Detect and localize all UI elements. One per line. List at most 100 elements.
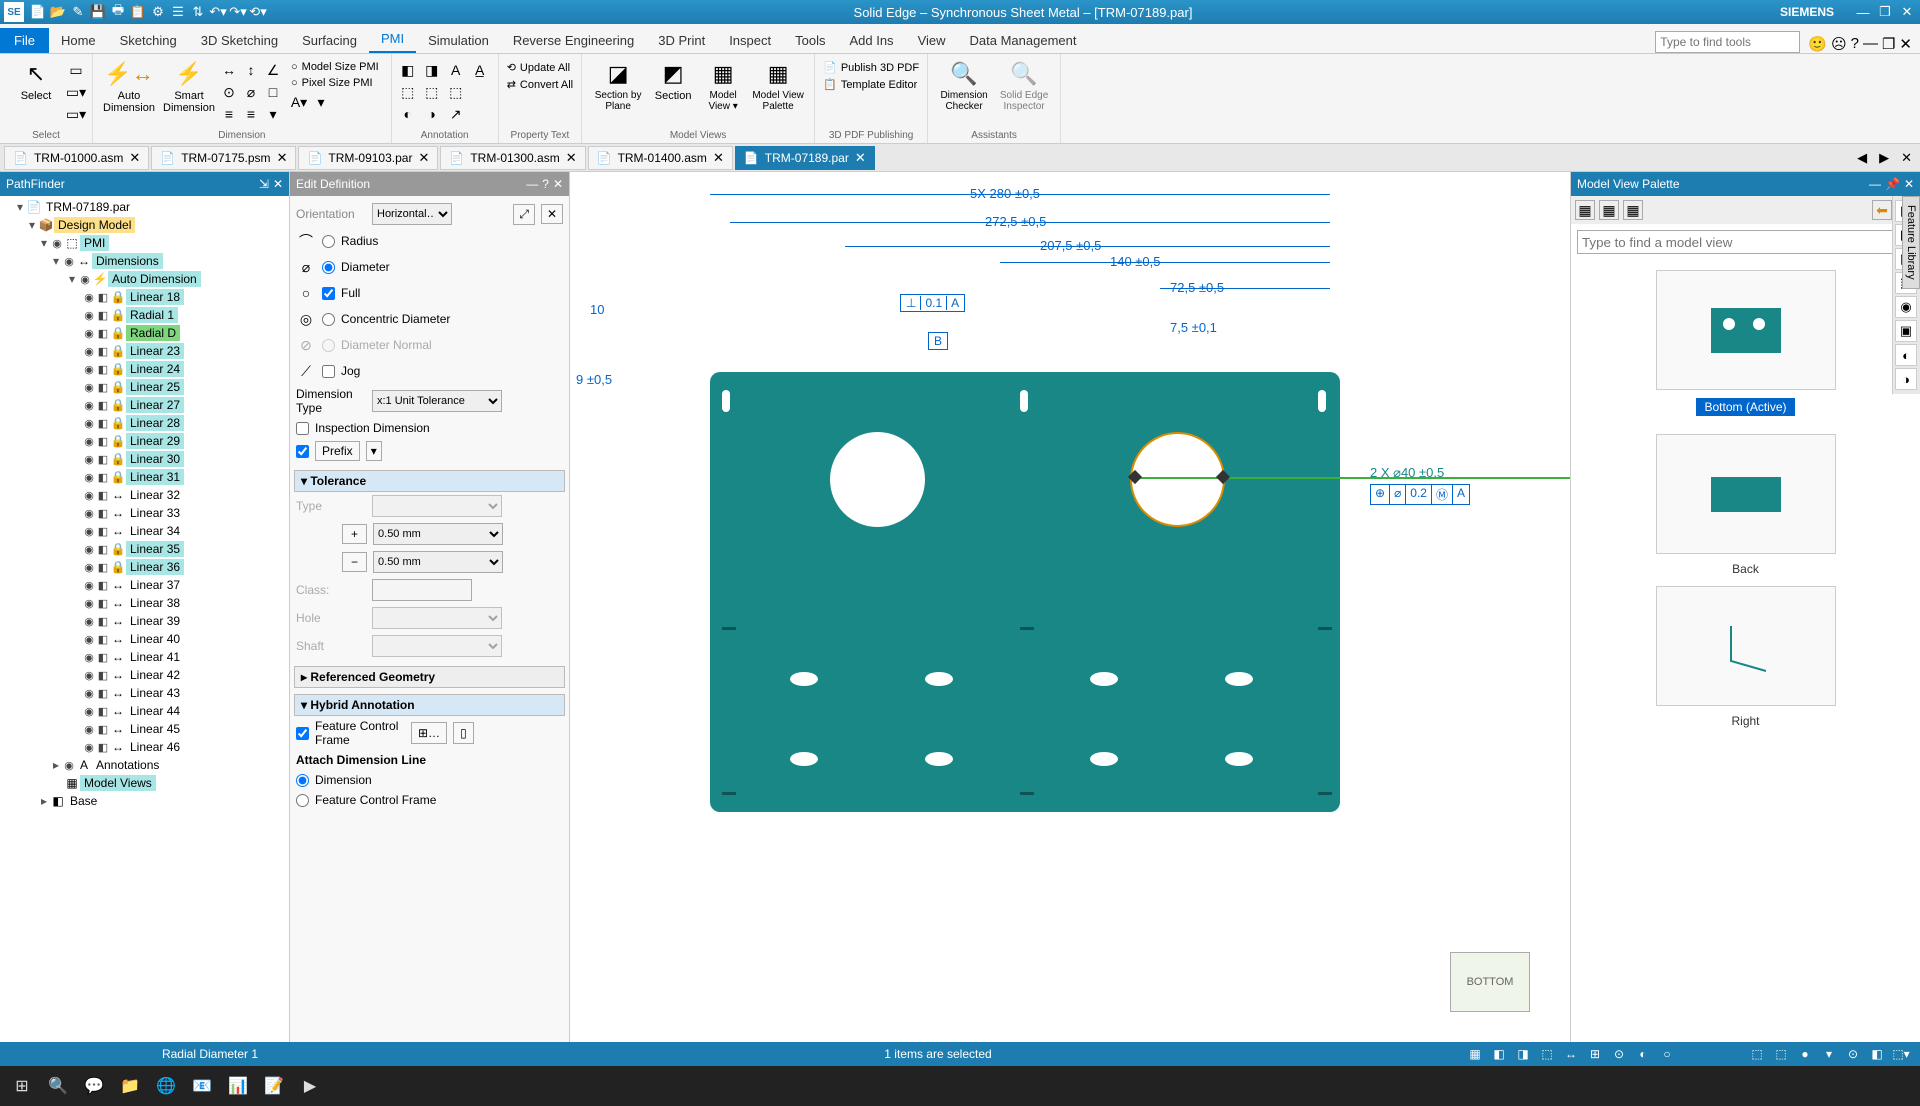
doc-tab[interactable]: 📄TRM-07175.psm✕ <box>151 146 296 170</box>
anno-icon-12[interactable] <box>470 104 490 124</box>
model-view-button[interactable]: ▦Model View ▾ <box>698 56 748 114</box>
anno-icon-10[interactable]: ◑ <box>422 104 442 124</box>
undo-icon[interactable]: ↶▾ <box>210 4 226 20</box>
anno-icon-8[interactable] <box>470 82 490 102</box>
side-icon-5[interactable]: ◉ <box>1895 296 1917 318</box>
auto-dimension-button[interactable]: ⚡↔Auto Dimension <box>99 56 159 124</box>
task-icon[interactable]: 📧 <box>186 1070 218 1102</box>
mvp-icon-2[interactable]: ▦ <box>1599 200 1619 220</box>
smart-dimension-button[interactable]: ⚡Smart Dimension <box>159 56 219 124</box>
settings-icon[interactable]: ⚙ <box>150 4 166 20</box>
tree-dimension-item[interactable]: ◉◧🔒Radial D <box>2 324 287 342</box>
tab-home[interactable]: Home <box>49 28 108 53</box>
status-icon[interactable]: ⊙ <box>1610 1045 1628 1063</box>
tab-reverse-engineering[interactable]: Reverse Engineering <box>501 28 646 53</box>
close-icon[interactable]: ✕ <box>566 150 577 166</box>
close-all-icon[interactable]: ✕ <box>1897 148 1916 168</box>
slot[interactable] <box>722 390 730 412</box>
hole-1[interactable] <box>830 432 925 527</box>
tree-dimension-item[interactable]: ◉◧↔Linear 44 <box>2 702 287 720</box>
mvp-icon-3[interactable]: ▦ <box>1623 200 1643 220</box>
jog-checkbox[interactable] <box>322 365 335 378</box>
section-button[interactable]: ◩Section <box>648 56 698 114</box>
anno-icon-7[interactable]: ⬚ <box>446 82 466 102</box>
inspection-checkbox[interactable] <box>296 422 309 435</box>
text-a-icon[interactable]: A▾ <box>289 92 309 112</box>
tree-dimension-item[interactable]: ◉◧↔Linear 38 <box>2 594 287 612</box>
tree-dimension-item[interactable]: ◉◧🔒Linear 25 <box>2 378 287 396</box>
feature-library-tab[interactable]: Feature Library <box>1902 196 1920 289</box>
dimension-checker-button[interactable]: 🔍Dimension Checker <box>934 56 994 114</box>
help-icon[interactable]: ? <box>1851 35 1859 53</box>
tree-dimension-item[interactable]: ◉◧↔Linear 42 <box>2 666 287 684</box>
open-icon[interactable]: 📂 <box>50 4 66 20</box>
sad-icon[interactable]: ☹ <box>1831 35 1847 53</box>
tolerance-section-header[interactable]: ▾ Tolerance <box>294 470 565 492</box>
hole-2-selected[interactable] <box>1130 432 1225 527</box>
tree-dimension-item[interactable]: ◉◧🔒Linear 31 <box>2 468 287 486</box>
attach-fcf-radio[interactable] <box>296 794 309 807</box>
slot[interactable] <box>1318 390 1326 412</box>
list-icon[interactable]: ☰ <box>170 4 186 20</box>
pin-icon[interactable]: 📌 <box>1885 177 1900 191</box>
doc-tab[interactable]: 📄TRM-01300.asm✕ <box>440 146 585 170</box>
tree-dimension-item[interactable]: ◉◧🔒Linear 30 <box>2 450 287 468</box>
close-icon[interactable]: ✕ <box>1904 177 1914 191</box>
close-icon[interactable]: ✕ <box>418 150 429 166</box>
prev-tab-icon[interactable]: ◀ <box>1853 148 1871 168</box>
tree-pmi[interactable]: ▾◉⬚PMI <box>2 234 287 252</box>
dim-icon-3[interactable]: ∠ <box>263 60 283 80</box>
oval-hole[interactable] <box>1225 672 1253 686</box>
dim-6[interactable]: 7,5 ±0,1 <box>1170 320 1217 335</box>
tab-inspect[interactable]: Inspect <box>717 28 783 53</box>
oval-hole[interactable] <box>790 752 818 766</box>
convert-all-button[interactable]: ⇄Convert All <box>505 77 575 92</box>
mvp-thumb-back[interactable] <box>1656 434 1836 554</box>
task-icon[interactable]: 🔍 <box>42 1070 74 1102</box>
datum-b-box[interactable]: B <box>928 332 948 350</box>
status-icon[interactable]: ○ <box>1658 1045 1676 1063</box>
mvp-icon-1[interactable]: ▦ <box>1575 200 1595 220</box>
diameter-radio[interactable] <box>322 261 335 274</box>
tree-dimension-item[interactable]: ◉◧↔Linear 40 <box>2 630 287 648</box>
copy-icon[interactable]: 📋 <box>130 4 146 20</box>
mvp-thumb-right[interactable] <box>1656 586 1836 706</box>
tree-dimension-item[interactable]: ◉◧↔Linear 34 <box>2 522 287 540</box>
tab-data-management[interactable]: Data Management <box>958 28 1089 53</box>
close-icon[interactable]: ✕ <box>277 150 288 166</box>
clear-icon[interactable]: ✕ <box>541 204 563 224</box>
minimize-icon[interactable]: — <box>526 177 538 191</box>
orientation-cube[interactable]: BOTTOM <box>1450 952 1530 1012</box>
help-icon[interactable]: ? <box>542 177 549 191</box>
close-icon[interactable]: ✕ <box>273 177 283 191</box>
oval-hole[interactable] <box>1225 752 1253 766</box>
dim-icon-1[interactable]: ↔ <box>219 60 239 80</box>
tab-add-ins[interactable]: Add Ins <box>837 28 905 53</box>
doc-tab[interactable]: 📄TRM-09103.par✕ <box>298 146 438 170</box>
print-icon[interactable]: 🖶 <box>110 4 126 20</box>
tree-dimension-item[interactable]: ◉◧↔Linear 43 <box>2 684 287 702</box>
tab-3d-sketching[interactable]: 3D Sketching <box>189 28 290 53</box>
concentric-radio[interactable] <box>322 313 335 326</box>
close2-icon[interactable]: ✕ <box>1899 35 1912 53</box>
tree-dimension-item[interactable]: ◉◧↔Linear 46 <box>2 738 287 756</box>
template-editor-button[interactable]: 📋Template Editor <box>821 77 921 92</box>
fcf-opt-icon[interactable]: ▯ <box>453 722 474 744</box>
tree-dimension-item[interactable]: ◉◧↔Linear 39 <box>2 612 287 630</box>
status-icon[interactable]: ⬚▾ <box>1892 1045 1910 1063</box>
minimize-icon[interactable]: — <box>1869 177 1881 191</box>
ref-geom-section-header[interactable]: ▸ Referenced Geometry <box>294 666 565 688</box>
task-icon[interactable]: 📊 <box>222 1070 254 1102</box>
close-icon[interactable]: ✕ <box>1898 3 1916 21</box>
tree-dimension-item[interactable]: ◉◧🔒Linear 27 <box>2 396 287 414</box>
tree-dimension-item[interactable]: ◉◧↔Linear 37 <box>2 576 287 594</box>
close-icon[interactable]: ✕ <box>129 150 140 166</box>
slot[interactable] <box>1020 390 1028 412</box>
tab-tools[interactable]: Tools <box>783 28 837 53</box>
fcf-icon[interactable]: ⊞… <box>411 722 447 744</box>
status-icon[interactable]: ▦ <box>1466 1045 1484 1063</box>
swap-icon[interactable]: ⇅ <box>190 4 206 20</box>
start-icon[interactable]: ⊞ <box>6 1070 38 1102</box>
task-icon[interactable]: 💬 <box>78 1070 110 1102</box>
anno-icon-9[interactable]: ◐ <box>398 104 418 124</box>
